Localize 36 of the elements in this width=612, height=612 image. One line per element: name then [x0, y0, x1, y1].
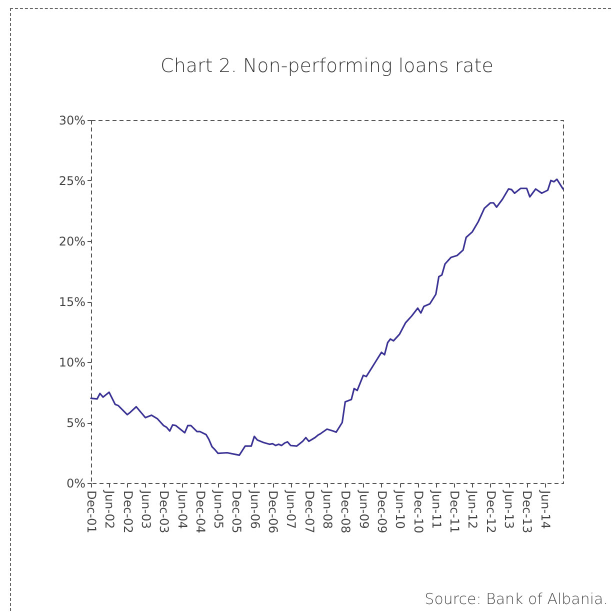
- x-tick-label: Dec-11: [448, 490, 462, 534]
- x-tick-label: Dec-04: [193, 490, 208, 534]
- x-tick-label: Dec-07: [302, 490, 316, 534]
- x-tick-label: Jun-07: [284, 490, 298, 529]
- x-tick-label: Dec-02: [120, 490, 135, 534]
- x-tick-label: Dec-13: [520, 490, 534, 534]
- y-tick-label: 30%: [58, 114, 86, 128]
- x-tick-label: Jun-05: [212, 490, 226, 529]
- x-tick-label: Jun-11: [429, 490, 444, 529]
- x-tick-label: Jun-10: [393, 490, 408, 529]
- x-tick-label: Jun-13: [502, 490, 516, 529]
- x-tick-label: Dec-01: [84, 490, 98, 534]
- x-tick-label: Jun-03: [138, 490, 153, 529]
- x-tick-label: Jun-09: [356, 490, 371, 529]
- x-tick-label: Dec-03: [157, 490, 172, 534]
- source-note: Source: Bank of Albania.: [424, 590, 608, 608]
- y-tick-label: 25%: [58, 174, 86, 188]
- x-tick-label: Dec-10: [411, 490, 426, 534]
- x-tick-label: Dec-12: [484, 490, 498, 534]
- x-tick-label: Jun-02: [102, 490, 117, 529]
- chart-title: Chart 2. Non-performing loans rate: [160, 55, 494, 77]
- x-tick-label: Jun-12: [466, 490, 480, 529]
- y-tick-label: 15%: [58, 295, 86, 309]
- x-tick-label: Jun-06: [248, 490, 262, 529]
- y-tick-label: 5%: [66, 416, 86, 430]
- x-tick-label: Dec-05: [230, 490, 244, 534]
- x-tick-label: Jun-08: [320, 490, 334, 529]
- x-tick-label: Dec-08: [338, 490, 353, 534]
- line-series: [90, 178, 564, 456]
- x-tick-label: Dec-09: [374, 490, 389, 534]
- y-tick-label: 0%: [66, 476, 86, 490]
- x-tick-label: Jun-04: [175, 490, 190, 529]
- x-tick-label: Dec-06: [266, 490, 280, 534]
- y-tick-label: 20%: [58, 234, 86, 248]
- x-tick-label: Jun-14: [538, 490, 552, 529]
- y-tick-label: 10%: [58, 356, 86, 370]
